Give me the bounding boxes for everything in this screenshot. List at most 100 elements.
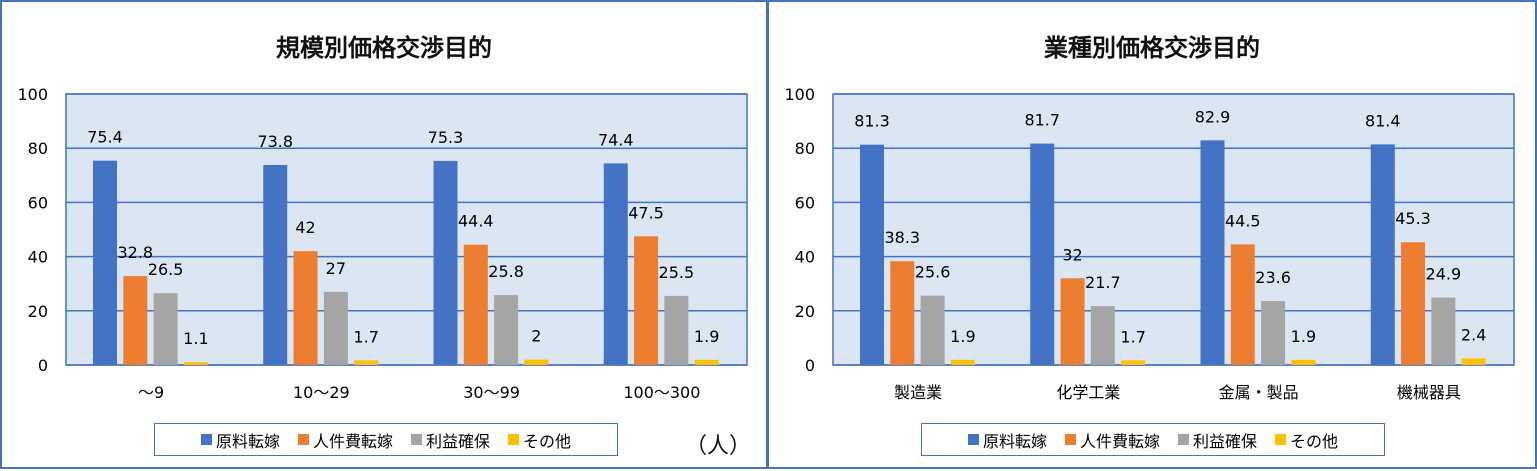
- legend-label: その他: [1290, 431, 1339, 451]
- y-tick-label: 80: [795, 139, 815, 158]
- bar: [664, 295, 689, 365]
- data-label: 81.4: [1365, 111, 1401, 130]
- data-label: 74.4: [598, 130, 634, 149]
- data-label: 23.6: [1255, 268, 1291, 287]
- y-tick-label: 0: [38, 356, 48, 375]
- x-tick-label: 製造業: [894, 383, 942, 402]
- bar: [1030, 143, 1055, 365]
- bar: [694, 359, 719, 365]
- bar: [634, 236, 659, 365]
- plot-area: [66, 94, 747, 365]
- x-tick-label: 機械器具: [1397, 383, 1461, 402]
- bar: [1461, 358, 1486, 365]
- bar-chart-plot: 0 20 40 60 80 100 81.3 38.3 25.6 1.9 製造業 81.7 3221.7…: [784, 85, 1515, 402]
- bar: [860, 144, 884, 365]
- bar: [603, 163, 628, 365]
- data-label: 32: [1062, 245, 1082, 264]
- legend-item: 人件費転嫁: [1064, 428, 1160, 452]
- legend-label: 利益確保: [426, 431, 491, 451]
- bar: [1291, 359, 1316, 365]
- bar: [890, 261, 915, 365]
- y-tick-label: 60: [28, 193, 48, 212]
- plot-frame: [65, 93, 748, 366]
- chart-panel-industry: 業種別価格交渉目的 0 20 40 60 80 100 81.3 38.3 25.6 1.9 製造業…: [767, 0, 1537, 469]
- bar: [433, 160, 458, 365]
- data-label: 47.5: [628, 203, 664, 222]
- legend-label: 人件費転嫁: [1079, 431, 1160, 451]
- legend-label: 原料転嫁: [215, 431, 280, 451]
- legend-swatch: [297, 434, 309, 445]
- bar: [524, 359, 549, 365]
- data-label: 2.4: [1461, 325, 1486, 344]
- data-label: 2: [531, 327, 541, 346]
- bar: [123, 276, 148, 365]
- bar: [494, 295, 519, 365]
- bar: [920, 295, 945, 365]
- legend-label: 人件費転嫁: [312, 431, 393, 451]
- legend-item: 原料転嫁: [967, 428, 1047, 452]
- bar: [463, 244, 488, 365]
- bar: [1401, 242, 1426, 365]
- data-label: 27: [326, 259, 346, 278]
- x-tick-label: 10～29: [293, 383, 350, 402]
- legend-swatch: [508, 434, 520, 445]
- legend-item: その他: [508, 428, 571, 452]
- legend-swatch: [1178, 434, 1189, 445]
- y-tick-label: 40: [28, 248, 48, 267]
- chart-title: 規模別価格交渉目的: [276, 34, 492, 62]
- bar: [1200, 140, 1225, 365]
- x-tick-label: ～9: [138, 383, 164, 402]
- data-label: 25.8: [488, 262, 524, 281]
- y-tick-label: 20: [795, 302, 815, 321]
- plot-area: [833, 94, 1514, 365]
- y-tick-label: 100: [17, 85, 48, 104]
- legend-item: その他: [1275, 428, 1338, 452]
- data-label: 75.3: [428, 128, 464, 147]
- data-label: 25.5: [659, 263, 695, 282]
- legend-item: 原料転嫁: [200, 428, 280, 452]
- bar: [1370, 144, 1395, 365]
- x-tick-label: 化学工業: [1056, 383, 1120, 402]
- bar: [950, 359, 975, 365]
- y-tick-label: 60: [795, 193, 815, 212]
- y-tick-label: 100: [784, 85, 815, 104]
- bar: [183, 362, 208, 365]
- legend-swatch: [200, 434, 212, 445]
- y-tick-label: 80: [28, 139, 48, 158]
- x-tick-label: 30～99: [463, 383, 520, 402]
- bar: [323, 291, 348, 365]
- data-label: 1.1: [183, 329, 208, 348]
- legend-swatch: [1275, 434, 1287, 445]
- bar: [293, 251, 318, 365]
- data-label: 73.8: [257, 132, 293, 151]
- data-label: 45.3: [1395, 209, 1431, 228]
- x-tick-label: 金属・製品: [1219, 383, 1299, 402]
- data-label: 42: [295, 218, 315, 237]
- legend-swatch: [411, 434, 422, 445]
- legend-label: その他: [523, 431, 572, 451]
- bar: [1090, 306, 1115, 365]
- data-label: 75.4: [87, 128, 123, 147]
- legend-label: 原料転嫁: [982, 431, 1047, 451]
- y-tick-label: 0: [805, 356, 815, 375]
- data-label: 1.9: [694, 327, 719, 346]
- y-tick-label: 20: [28, 302, 48, 321]
- bar: [1060, 278, 1085, 365]
- data-label: 25.6: [915, 263, 951, 282]
- data-label: 1.7: [353, 327, 378, 346]
- chart-legend: 原料転嫁 人件費転嫁 利益確保 その他: [154, 423, 618, 456]
- chart-panel-size: 規模別価格交渉目的 0 20 40 60 80 100 75.4 32.8 26.5 1.1 ～9 7…: [0, 0, 768, 469]
- chart-legend: 原料転嫁 人件費転嫁 利益確保 その他: [921, 423, 1385, 456]
- data-label: 26.5: [148, 260, 184, 279]
- data-label: 32.8: [117, 243, 153, 262]
- bar: [263, 165, 288, 365]
- bar-chart-plot: 0 20 40 60 80 100 75.4 32.826.5 1.1 ～9 73.8 42 27 1.7…: [17, 85, 748, 402]
- bar: [1230, 244, 1255, 365]
- legend-swatch: [967, 434, 979, 445]
- data-label: 44.4: [458, 212, 494, 231]
- legend-item: 利益確保: [411, 428, 490, 452]
- y-tick-label: 40: [795, 248, 815, 267]
- legend-item: 人件費転嫁: [297, 428, 393, 452]
- bar: [1121, 360, 1146, 365]
